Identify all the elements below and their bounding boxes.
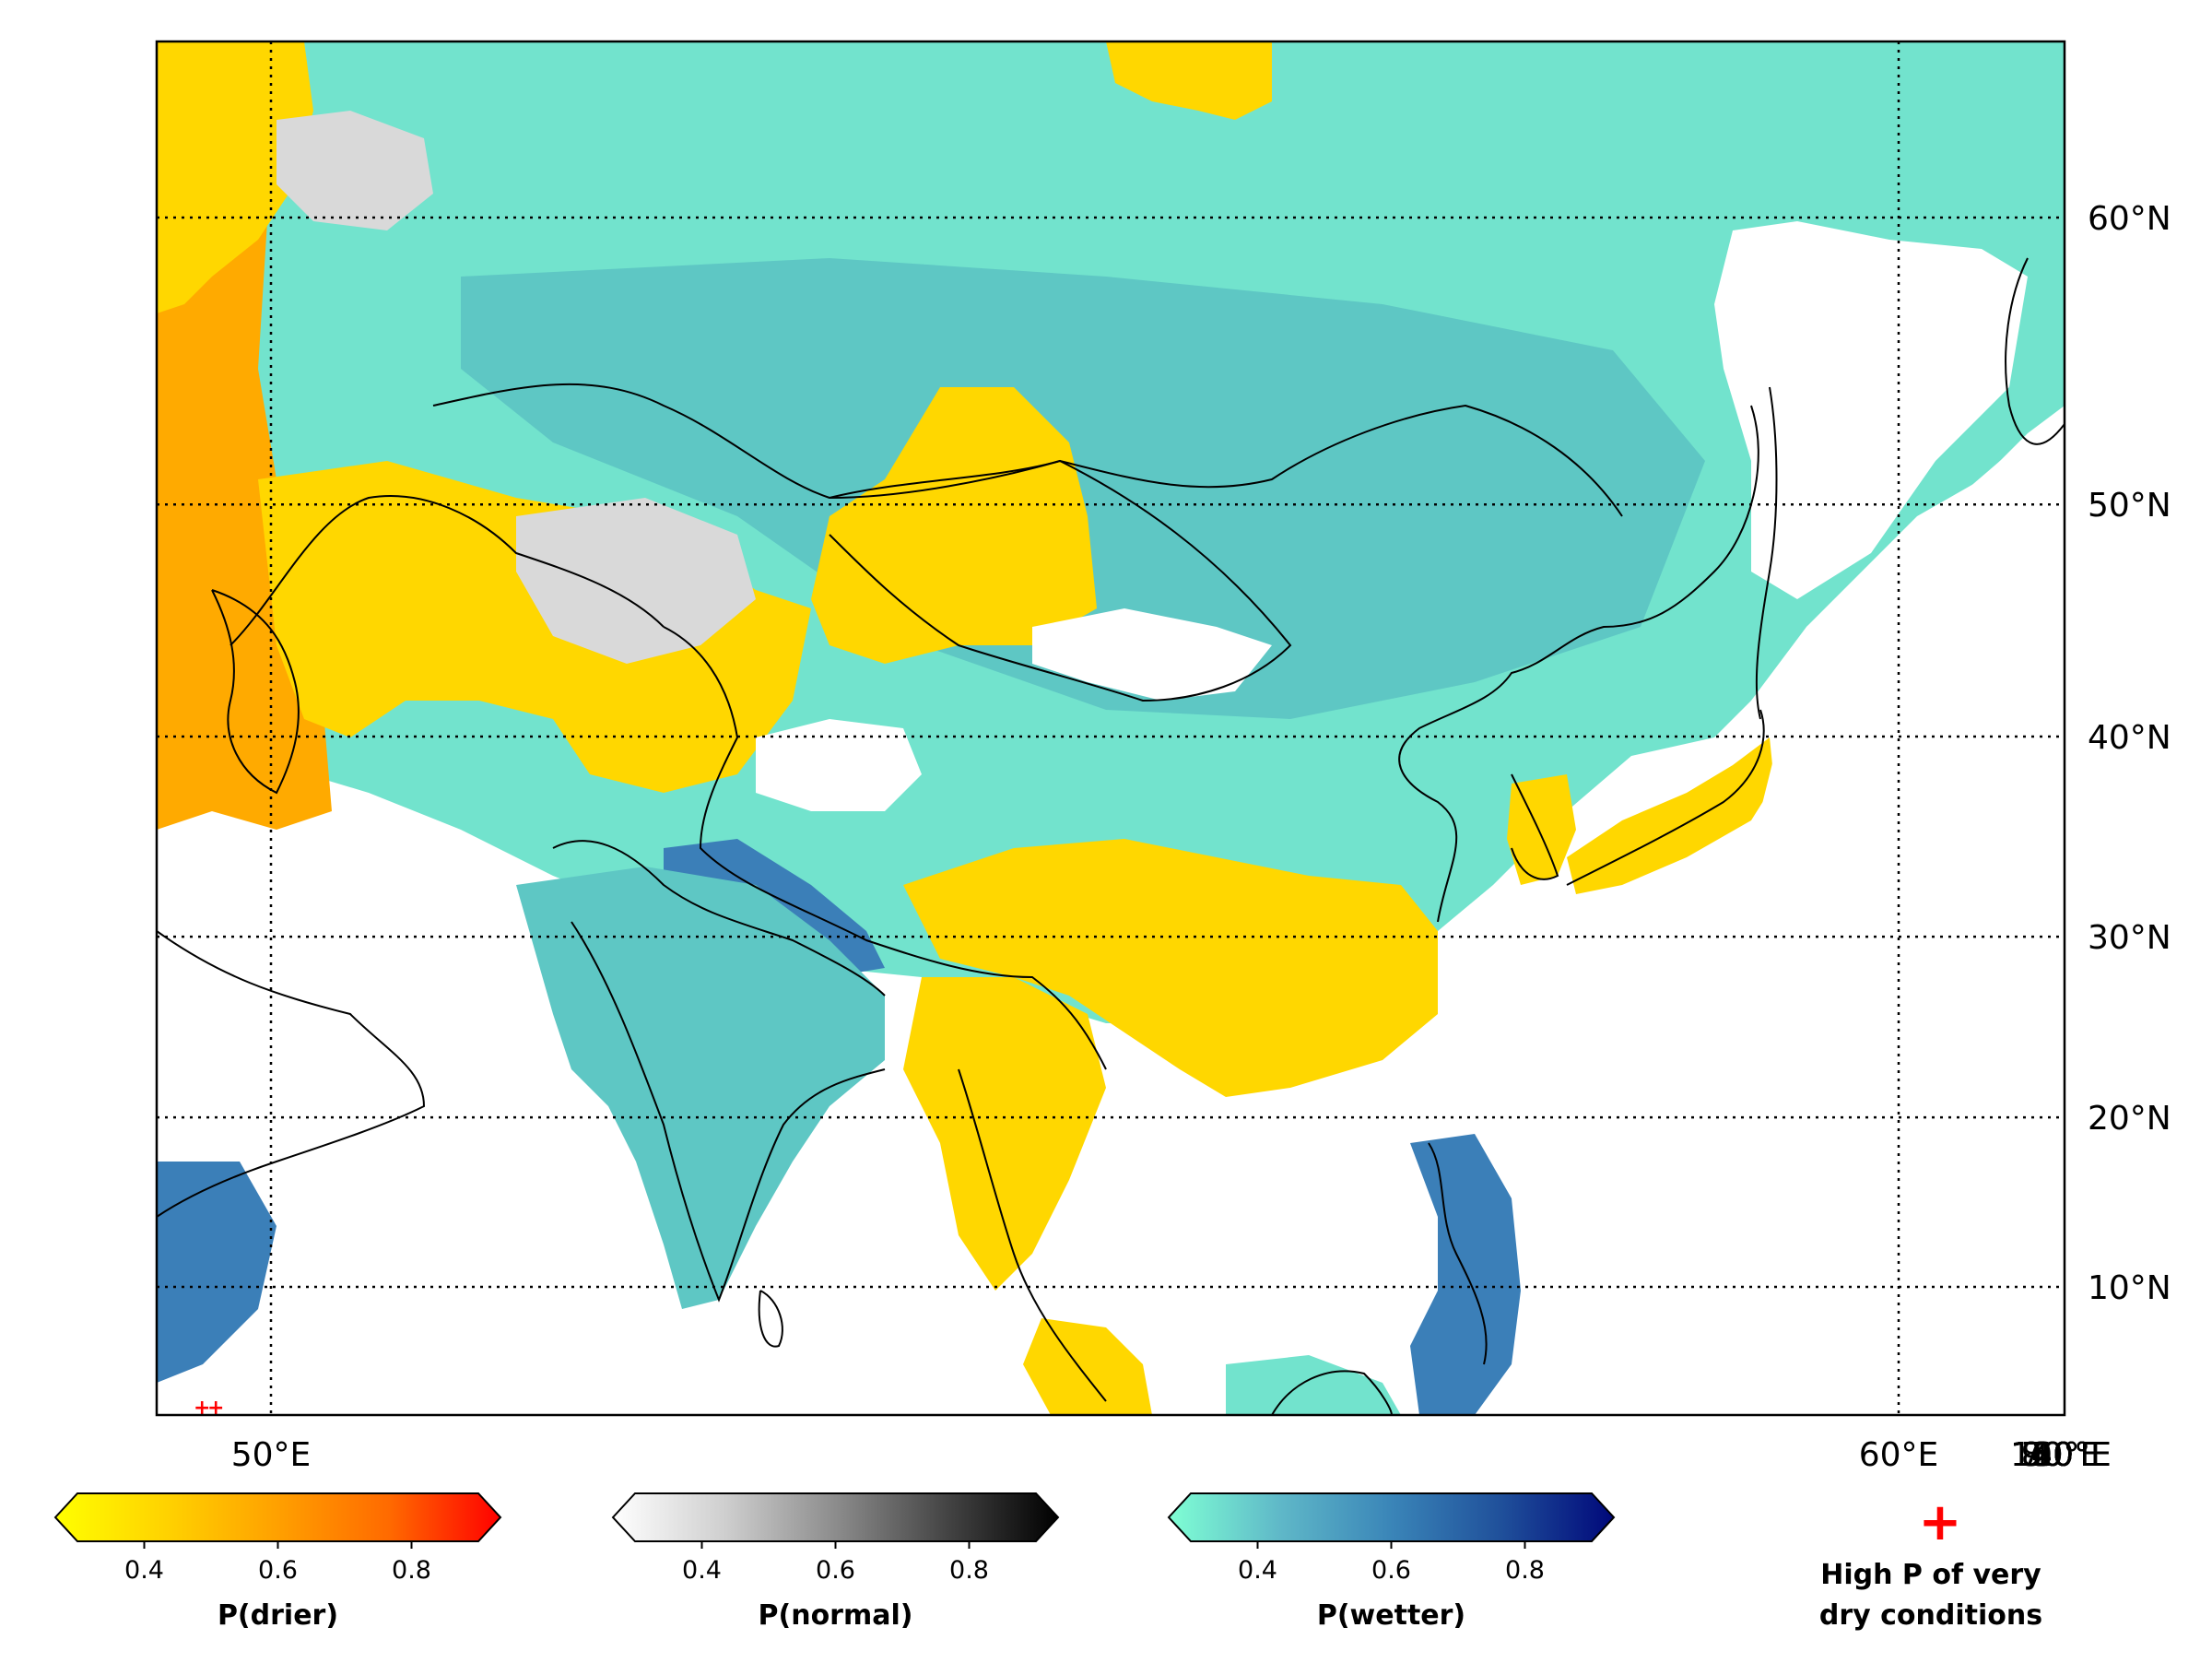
marker-label-line2: dry conditions <box>1819 1599 2042 1632</box>
colorbar-gradient <box>53 1492 502 1542</box>
region-nodata-arabia <box>157 922 415 1198</box>
lat-tick-label: 10°N <box>2088 1269 2171 1307</box>
region-wetter-strong-east-siberia <box>461 258 1705 719</box>
lon-tick-label: 120°E <box>2010 1436 2111 1474</box>
lat-tick-label: 30°N <box>2088 919 2171 957</box>
coastline-caspian <box>211 589 300 795</box>
marker-label-line1: High P of very <box>1820 1559 2041 1591</box>
very-dry-markers-on-map: + + <box>194 1397 224 1420</box>
region-wetter-india <box>516 867 885 1309</box>
region-nodata-arabian-sea <box>267 1060 719 1415</box>
coastline-philippines <box>1428 1142 1488 1365</box>
longitude-tick-labels: 50°E 60°E 70°E80°E90°E100°E110°E120°E130°E… <box>231 1436 2112 1474</box>
colorbar-1: 0.4 0.6 0.8 P(drier) <box>53 1492 502 1632</box>
graticule <box>157 41 2065 1415</box>
probability-regions <box>157 41 2065 1415</box>
region-normal-siberia <box>276 111 433 230</box>
border-india <box>552 840 886 997</box>
region-drier-japan <box>1567 737 1774 894</box>
coastline-sakhalin <box>1755 386 1778 720</box>
lon-tick-label: 150°E <box>2010 1436 2111 1474</box>
colorbar-label: P(normal) <box>759 1599 913 1632</box>
lat-tick-label: 20°N <box>2088 1100 2171 1138</box>
map-marker-2: + <box>207 1397 224 1420</box>
region-nodata-gobi <box>1032 608 1272 701</box>
region-drier-siberia-north <box>1106 41 1272 120</box>
region-nodata-iran <box>295 820 461 922</box>
region-wetter-indonesia <box>1226 1355 1401 1415</box>
very-dry-marker-icon: + <box>1919 1492 1962 1552</box>
lon-tick-label: 60°E <box>1859 1436 1939 1474</box>
coastline-sri-lanka <box>758 1290 783 1348</box>
region-nodata-taklamakan <box>756 719 922 811</box>
lat-tick-label: 50°N <box>2088 487 2171 525</box>
region-drier-malay <box>1023 1318 1152 1415</box>
lon-tick-label: 50°E <box>231 1436 312 1474</box>
coastline-japan <box>1566 709 1765 886</box>
coastline-south-asia <box>571 921 886 1303</box>
colorbar-label: P(drier) <box>218 1599 338 1632</box>
lat-tick-label: 40°N <box>2088 719 2171 757</box>
lon-tick-label: 130°E <box>2010 1436 2111 1474</box>
region-drier-se-asia <box>903 977 1106 1291</box>
region-nodata-bay-of-bengal <box>774 1125 986 1415</box>
lon-tick-label: 140°E <box>2010 1436 2111 1474</box>
region-drier-kazakh-to-mongolia <box>811 387 1097 664</box>
coastline-korea <box>1511 773 1559 880</box>
lon-tick-label: 160°E <box>2010 1436 2111 1474</box>
colorbar-legend: 0.4 0.6 0.8P(drier)0.4 0.6 0.8P(normal)0.4 0.… <box>53 1492 1616 1632</box>
lon-tick-label: 90°E <box>2021 1436 2101 1474</box>
region-drier-korea <box>1507 774 1576 885</box>
region-nodata-south-china-sea <box>1189 1162 1410 1415</box>
border-china-west <box>663 626 1107 1070</box>
colorbar-tick-label: 0.8 <box>1505 1556 1545 1585</box>
colorbar-tick-label: 0.8 <box>949 1556 989 1585</box>
colorbar-tick-label: 0.8 <box>392 1556 431 1585</box>
colorbar-tick-label: 0.6 <box>258 1556 298 1585</box>
map-panel: + + 50°E 60°E 70°E80°E90°E100°E110°E120°E1… <box>155 40 2171 1474</box>
lon-tick-label: 100°E <box>2010 1436 2111 1474</box>
lat-tick-label: 60°N <box>2088 200 2171 238</box>
border-kazakhstan <box>229 495 665 646</box>
colorbar-gradient <box>1167 1492 1616 1542</box>
region-normal-tarim <box>516 498 756 664</box>
coastlines-and-borders <box>157 257 2065 1415</box>
lon-tick-label: 110°E <box>2010 1436 2111 1474</box>
colorbar-gradient <box>611 1492 1060 1542</box>
lon-tick-label: 70°E <box>2021 1436 2101 1474</box>
region-drier-west-siberia <box>157 41 313 313</box>
region-drier-himalaya-china <box>903 839 1438 1097</box>
colorbar-label: P(wetter) <box>1317 1599 1465 1632</box>
marker-legend: + High P of very dry conditions <box>1819 1492 2042 1632</box>
colorbar-tick-label: 0.4 <box>124 1556 164 1585</box>
coastline-kamchatka <box>2005 257 2065 445</box>
colorbar-tick-label: 0.6 <box>816 1556 855 1585</box>
border-mongolia <box>829 459 1292 702</box>
coastline-china-east <box>1398 405 1759 923</box>
coastline-arabia <box>157 930 426 1218</box>
map-frame <box>155 40 2066 1417</box>
colorbar-tick-label: 0.4 <box>1238 1556 1277 1585</box>
coastline-borneo <box>1271 1370 1393 1415</box>
colorbar-tick-label: 0.6 <box>1371 1556 1411 1585</box>
colorbar-3: 0.4 0.6 0.8 P(wetter) <box>1167 1492 1616 1632</box>
colorbar-tick-label: 0.4 <box>682 1556 722 1585</box>
map-marker-1: + <box>194 1397 210 1420</box>
region-nodata-pacific <box>1419 406 2065 1415</box>
region-wetter-strong-horn <box>157 1162 276 1383</box>
latitude-tick-labels: 10°N 20°N 30°N 40°N 50°N 60°N <box>2088 200 2171 1307</box>
coastline-indochina <box>958 1068 1107 1402</box>
lon-tick-label: 80°E <box>2021 1436 2101 1474</box>
colorbar-2: 0.4 0.6 0.8 P(normal) <box>611 1492 1060 1632</box>
